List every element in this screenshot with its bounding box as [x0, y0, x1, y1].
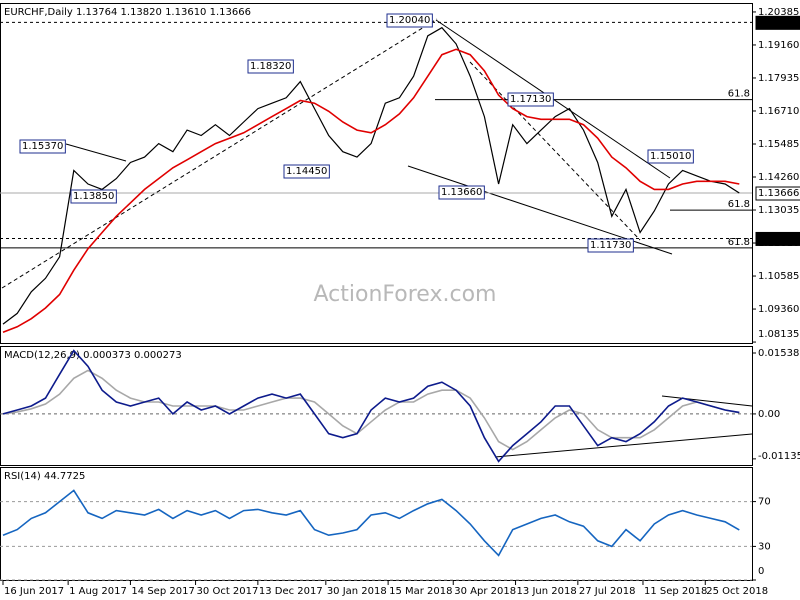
watermark: ActionForex.com — [314, 282, 497, 307]
label-box — [247, 59, 294, 74]
trendline — [469, 61, 641, 241]
y-tick-label: 0.015385 — [758, 348, 800, 359]
y-tick-label: 1.17935 — [758, 73, 799, 84]
label-box — [438, 185, 485, 200]
series-line — [2, 489, 740, 557]
x-tick-label: 16 Jun 2017 — [4, 586, 64, 597]
y-tick-label: 1.10585 — [758, 271, 799, 282]
price-annotation: 1.15010 — [650, 151, 691, 162]
y-tick-label: 1.08135 — [758, 329, 799, 340]
panel-title: RSI(14) 44.7725 — [4, 471, 85, 482]
label-box — [755, 231, 800, 246]
panel-title: MACD(12,26,9) 0.000373 0.000273 — [4, 350, 182, 361]
x-tick-label: 30 Oct 2017 — [197, 586, 259, 597]
rsi-frame — [0, 467, 753, 581]
price-annotation: 1.14450 — [286, 166, 327, 177]
series-line — [2, 48, 740, 333]
frames — [0, 3, 753, 581]
trendline — [661, 395, 753, 407]
x-tick-label: 30 Jan 2018 — [327, 586, 387, 597]
x-tick-label: 11 Sep 2018 — [644, 586, 707, 597]
series-line — [2, 26, 740, 325]
x-tick-label: 13 Dec 2017 — [259, 586, 323, 597]
y-tick-label: -0.011352 — [758, 451, 800, 462]
y-tick-label: 30 — [758, 541, 771, 552]
label-box — [507, 92, 554, 107]
x-tick-label: 25 Oct 2018 — [706, 586, 768, 597]
price-annotation: 1.17130 — [510, 94, 551, 105]
trendline — [494, 433, 753, 458]
x-tick-label: 27 Jul 2018 — [579, 586, 636, 597]
price-annotation: 1.11730 — [590, 240, 631, 251]
trendline — [65, 143, 127, 162]
label-box — [386, 13, 433, 28]
y-tick-label: 1.16710 — [758, 106, 799, 117]
price-annotation: 1.13850 — [73, 191, 114, 202]
series-line — [2, 369, 740, 451]
y-tick-label: 1.15485 — [758, 139, 799, 150]
fib-label: 61.8 — [728, 199, 750, 210]
y-tick-label: 70 — [758, 497, 771, 508]
fib-label: 61.8 — [728, 89, 750, 100]
label-box — [19, 139, 66, 154]
price-annotation: 1.15370 — [22, 141, 63, 152]
price-annotation: 1.18320 — [250, 61, 291, 72]
series-line — [2, 349, 740, 463]
price-marker-label: 1.13666 — [758, 188, 799, 199]
x-tick-label: 30 Apr 2018 — [454, 586, 516, 597]
y-tick-label: 1.20385 — [758, 7, 799, 18]
label-box — [587, 238, 634, 253]
x-tick-label: 15 Mar 2018 — [389, 586, 452, 597]
price-marker-label: 1.11980 — [758, 233, 799, 244]
label-box — [647, 149, 694, 164]
price-marker-label: 1.20000 — [758, 17, 799, 28]
y-tick-label: 0.00 — [758, 409, 780, 420]
price-annotation: 1.20040 — [389, 15, 430, 26]
y-tick-label: 0 — [758, 566, 764, 577]
price-frame — [0, 3, 753, 344]
y-tick-label: 1.13035 — [758, 205, 799, 216]
macd-frame — [0, 346, 753, 466]
price-annotation: 1.13660 — [441, 187, 482, 198]
label-box — [283, 164, 330, 179]
y-tick-label: 1.09360 — [758, 304, 799, 315]
fib-label: 61.8 — [728, 237, 750, 248]
y-tick-label: 1.14260 — [758, 172, 799, 183]
x-tick-label: 13 Jun 2018 — [517, 586, 577, 597]
panel-title: EURCHF,Daily 1.13764 1.13820 1.13610 1.1… — [4, 7, 251, 18]
label-box — [755, 186, 800, 201]
trendline — [1, 18, 438, 289]
x-tick-label: 1 Aug 2017 — [69, 586, 127, 597]
x-tick-label: 14 Sep 2017 — [131, 586, 194, 597]
label-box — [70, 189, 117, 204]
y-tick-label: 1.19160 — [758, 40, 799, 51]
label-box — [755, 15, 800, 30]
